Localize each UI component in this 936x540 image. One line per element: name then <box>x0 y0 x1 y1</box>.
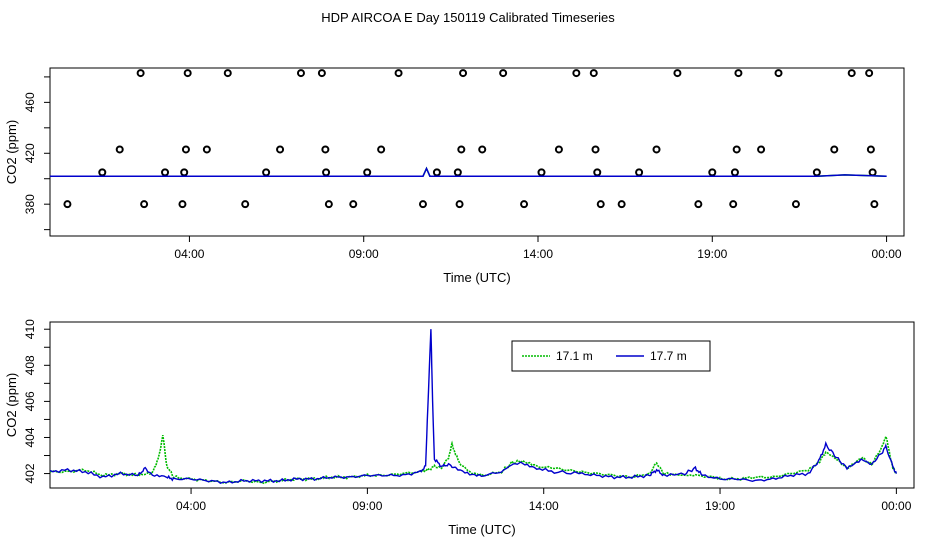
data-point <box>276 145 285 154</box>
series-line-green <box>50 166 887 177</box>
data-point <box>262 168 271 177</box>
data-point <box>478 145 487 154</box>
legend: 17.1 m 17.7 m <box>511 340 711 372</box>
data-point <box>866 145 875 154</box>
data-point <box>455 200 464 209</box>
data-point <box>847 69 856 78</box>
data-point <box>830 145 839 154</box>
y-tick-label: 410 <box>23 319 37 339</box>
data-point <box>324 200 333 209</box>
top-panel: 04:00 09:00 14:00 19:00 00:00 380 420 460 Time (… <box>4 67 905 285</box>
data-point <box>673 69 682 78</box>
data-point <box>459 69 468 78</box>
data-point <box>363 168 372 177</box>
data-point <box>589 69 598 78</box>
data-point <box>98 168 107 177</box>
plot-frame <box>49 321 915 489</box>
data-point <box>241 200 250 209</box>
x-tick-label: 19:00 <box>705 499 735 513</box>
series-line-green <box>50 433 897 485</box>
data-point <box>774 69 783 78</box>
data-point <box>635 168 644 177</box>
x-tick-label: 04:00 <box>174 247 204 261</box>
x-tick-label: 14:00 <box>523 247 553 261</box>
data-point <box>418 200 427 209</box>
legend-label: 17.1 m <box>556 349 593 363</box>
data-point <box>554 145 563 154</box>
y-tick-label: 460 <box>23 92 37 112</box>
data-point <box>457 145 466 154</box>
legend-label: 17.7 m <box>650 349 687 363</box>
data-point <box>812 168 821 177</box>
x-axis-label: Time (UTC) <box>443 270 510 285</box>
data-point <box>432 168 441 177</box>
data-point <box>652 145 661 154</box>
data-point <box>136 69 145 78</box>
data-point <box>868 168 877 177</box>
data-point <box>296 69 305 78</box>
data-point <box>202 145 211 154</box>
data-point <box>729 200 738 209</box>
y-tick-label: 380 <box>23 194 37 214</box>
data-point <box>223 69 232 78</box>
x-axis-label: Time (UTC) <box>448 522 515 537</box>
data-point <box>596 200 605 209</box>
data-point <box>732 145 741 154</box>
bottom-panel: 04:00 09:00 14:00 19:00 00:00 402 404 406 408 410… <box>4 319 915 537</box>
data-point <box>572 69 581 78</box>
data-point <box>349 200 358 209</box>
data-point <box>317 69 326 78</box>
x-tick-label: 09:00 <box>349 247 379 261</box>
data-point <box>865 69 874 78</box>
data-point <box>453 168 462 177</box>
x-tick-label: 19:00 <box>697 247 727 261</box>
data-point <box>591 145 600 154</box>
data-point <box>694 200 703 209</box>
x-tick-label: 00:00 <box>872 247 902 261</box>
data-point <box>617 200 626 209</box>
y-axis-label: CO2 (ppm) <box>4 120 19 184</box>
data-point <box>730 168 739 177</box>
y-tick-label: 404 <box>23 427 37 447</box>
data-point <box>499 69 508 78</box>
data-point <box>178 200 187 209</box>
data-point <box>520 200 529 209</box>
data-point <box>322 168 331 177</box>
data-point <box>791 200 800 209</box>
data-point <box>181 145 190 154</box>
data-point <box>63 200 72 209</box>
data-point <box>161 168 170 177</box>
data-point <box>180 168 189 177</box>
data-point <box>734 69 743 78</box>
y-tick-label: 406 <box>23 391 37 411</box>
figure-title: HDP AIRCOA E Day 150119 Calibrated Times… <box>321 10 615 25</box>
data-point <box>115 145 124 154</box>
x-tick-label: 14:00 <box>529 499 559 513</box>
data-point <box>870 200 879 209</box>
plot-frame <box>49 67 905 237</box>
data-point <box>537 168 546 177</box>
y-tick-label: 408 <box>23 355 37 375</box>
data-point <box>183 69 192 78</box>
series-line-blue <box>50 166 887 177</box>
data-point <box>394 69 403 78</box>
x-tick-label: 00:00 <box>881 499 911 513</box>
data-point <box>757 145 766 154</box>
y-axis-label: CO2 (ppm) <box>4 373 19 437</box>
data-point <box>708 168 717 177</box>
x-tick-label: 04:00 <box>176 499 206 513</box>
data-point <box>321 145 330 154</box>
data-point <box>140 200 149 209</box>
data-point <box>377 145 386 154</box>
y-tick-label: 420 <box>23 143 37 163</box>
data-point <box>593 168 602 177</box>
series-line-blue <box>50 329 898 484</box>
x-tick-label: 09:00 <box>352 499 382 513</box>
y-tick-label: 402 <box>23 463 37 483</box>
